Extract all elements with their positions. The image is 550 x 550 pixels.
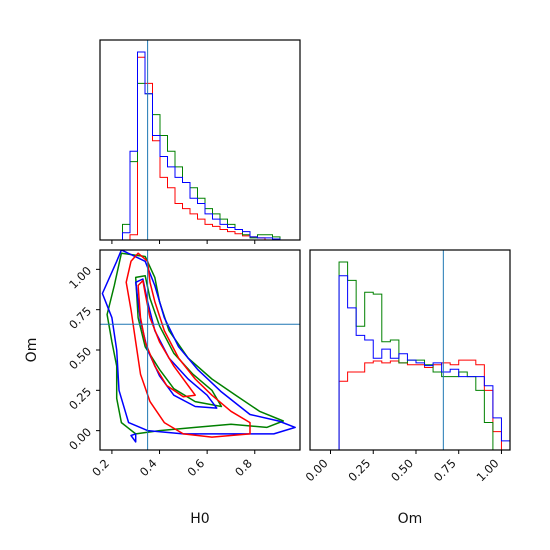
panel-frame <box>99 39 301 241</box>
panel-frame <box>99 249 301 451</box>
x-tick-label: 0.4 <box>137 456 160 479</box>
y-tick-label: 1.00 <box>66 264 94 292</box>
contour-green-1 <box>134 275 223 408</box>
histogram-blue <box>310 275 511 451</box>
panel-frame <box>309 249 511 451</box>
x-axis-label-h0: H0 <box>190 511 209 527</box>
x-tick-label: 0.50 <box>388 456 416 484</box>
h0-om-joint-panel: 0.2 0.4 0.6 0.8 0.00 0.25 0.50 0.75 1.00 <box>66 249 301 479</box>
y-tick-label: 0.75 <box>66 304 94 332</box>
x-tick-label: 1.00 <box>474 456 502 484</box>
contour-blue-2 <box>130 433 137 443</box>
contour-red-1 <box>137 279 196 398</box>
y-axis-label-om: Om <box>24 338 40 363</box>
y-tick-label: 0.50 <box>66 344 94 372</box>
x-tick-label: 0.8 <box>232 456 255 479</box>
contour-area <box>101 250 296 443</box>
y-tick-label: 0.25 <box>66 385 94 413</box>
x-tick-label: 0.00 <box>303 456 331 484</box>
x-tick-label: 0.2 <box>89 456 112 479</box>
histogram-red <box>310 359 510 451</box>
x-axis-label-om: Om <box>398 511 423 527</box>
histogram-blue <box>100 51 300 241</box>
histogram-green <box>310 261 510 451</box>
h0-marginal-panel <box>99 39 301 244</box>
contour-red-0 <box>125 252 251 438</box>
y-tick-label: 0.00 <box>66 425 94 453</box>
x-tick-label: 0.6 <box>184 456 207 479</box>
contour-blue-0 <box>101 250 296 435</box>
x-tick-label: 0.25 <box>345 456 373 484</box>
x-tick-label: 0.75 <box>431 456 459 484</box>
om-marginal-panel: 0.00 0.25 0.50 0.75 1.00 <box>303 249 511 484</box>
